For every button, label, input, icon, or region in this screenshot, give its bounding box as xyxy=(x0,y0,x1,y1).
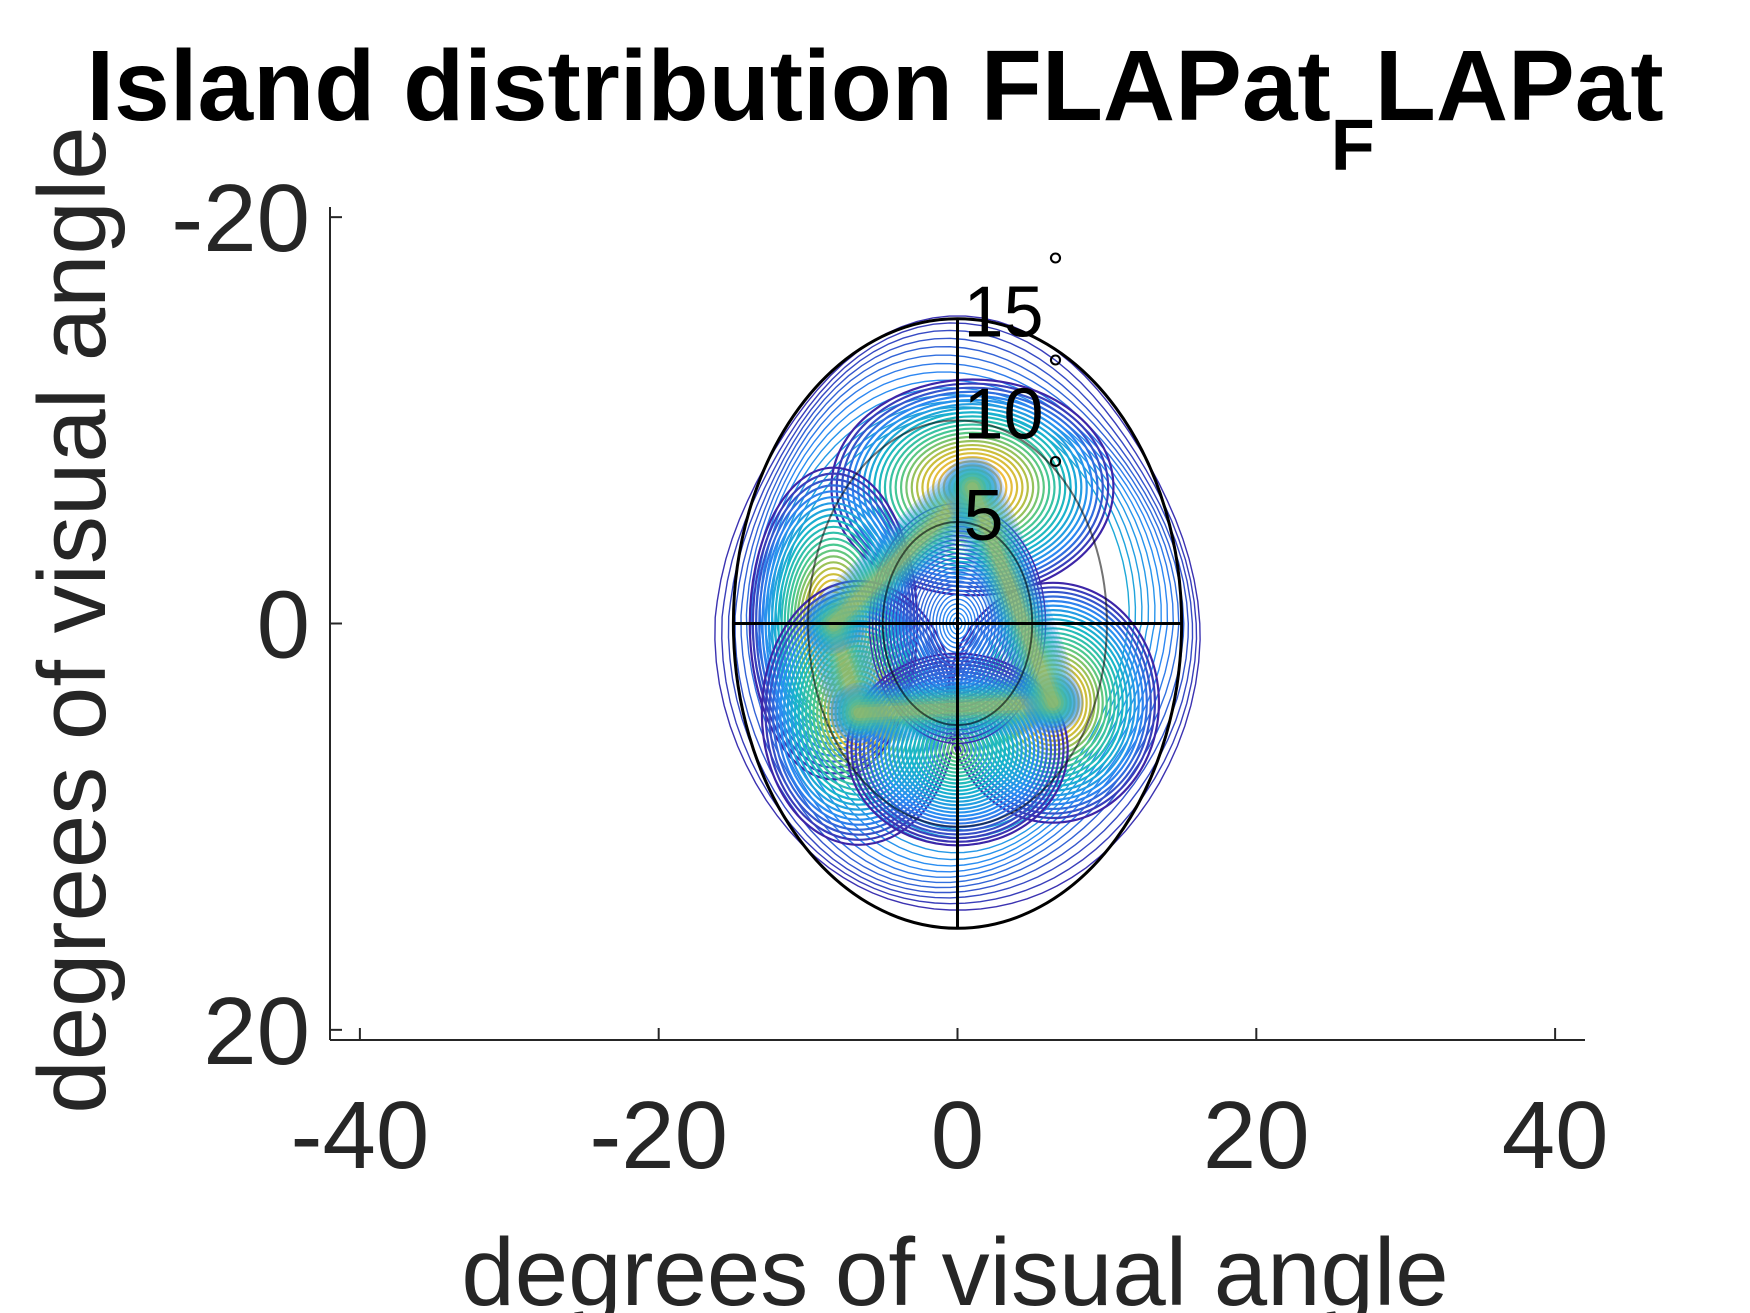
contour-band xyxy=(945,460,1081,730)
contour-line xyxy=(964,480,981,494)
contour-line xyxy=(734,337,1190,894)
contour-band xyxy=(953,468,1073,722)
axes xyxy=(329,207,1585,1041)
x-tick-label: 40 xyxy=(1502,1082,1609,1189)
polar-ring-label: 5 xyxy=(964,476,1004,556)
contour-line xyxy=(878,415,1067,560)
contour-line xyxy=(932,456,1013,519)
contour-line xyxy=(926,452,1019,523)
contour-line xyxy=(1030,677,1076,729)
contour-band xyxy=(819,610,873,727)
contour-band xyxy=(817,607,876,730)
contour-band xyxy=(942,457,1084,733)
contour-line xyxy=(740,345,1185,889)
contour-band xyxy=(950,465,1075,725)
chart-title-subscript: F xyxy=(1331,106,1375,186)
contour-line xyxy=(921,447,1024,527)
contour-line xyxy=(1034,681,1072,724)
contour-line xyxy=(830,378,1115,597)
contour-band xyxy=(806,596,887,741)
x-axis-label: degrees of visual angle xyxy=(461,1219,1448,1313)
contour-band xyxy=(803,593,889,743)
contour-line xyxy=(750,362,1175,878)
contour-line xyxy=(915,443,1029,531)
degree-symbol: ° xyxy=(1048,246,1064,290)
x-tick-label: 0 xyxy=(931,1082,984,1189)
y-tick-labels: -20 0 20 xyxy=(171,165,310,1085)
contour-line xyxy=(946,581,1161,824)
contour-band xyxy=(947,462,1078,728)
contour-line xyxy=(745,354,1180,884)
contour-band xyxy=(811,601,881,735)
y-tick-label: 20 xyxy=(203,978,310,1085)
degree-symbol: ° xyxy=(1048,347,1064,391)
contour-line xyxy=(889,423,1056,552)
contour-band xyxy=(828,618,865,719)
x-tick-label: 20 xyxy=(1203,1082,1310,1189)
polar-grid: 5°10°15° xyxy=(731,246,1184,930)
polar-ring-label: 10 xyxy=(964,374,1044,454)
contour-band xyxy=(958,473,1067,717)
chart-title: Island distribution FLAPatFLAPat xyxy=(86,30,1663,186)
contour-line xyxy=(937,460,1008,515)
contour-band xyxy=(956,471,1070,719)
contour-line xyxy=(714,315,1201,911)
y-tick-label: 0 xyxy=(257,572,310,679)
contour-band xyxy=(822,612,870,724)
chart-title-tail: LAPat xyxy=(1375,30,1664,142)
contour-band xyxy=(964,479,1062,711)
contour-line xyxy=(851,394,1094,580)
contour-band xyxy=(961,476,1064,714)
contour-line xyxy=(894,427,1051,548)
contour-line xyxy=(958,476,987,499)
x-tick-labels: -40 -20 0 20 40 xyxy=(291,1082,1609,1189)
contour-line xyxy=(950,586,1157,820)
y-tick-label: -20 xyxy=(171,165,310,272)
contour-band xyxy=(967,482,1059,708)
y-axis-label: degrees of visual angle xyxy=(19,126,126,1113)
contour-line xyxy=(966,604,1140,801)
contour-band xyxy=(825,615,867,721)
chart-title-main: Island distribution FLAPat xyxy=(86,30,1330,142)
x-tick-label: -40 xyxy=(291,1082,430,1189)
contour-band xyxy=(814,604,878,732)
x-tick-label: -20 xyxy=(589,1082,728,1189)
contour-line xyxy=(978,618,1128,788)
polar-ring-label: 15 xyxy=(964,273,1044,353)
contour-band xyxy=(808,599,884,738)
contour-line xyxy=(727,329,1194,899)
contour-line xyxy=(953,472,992,503)
contour-line xyxy=(721,322,1198,905)
contour-line xyxy=(1014,659,1092,747)
